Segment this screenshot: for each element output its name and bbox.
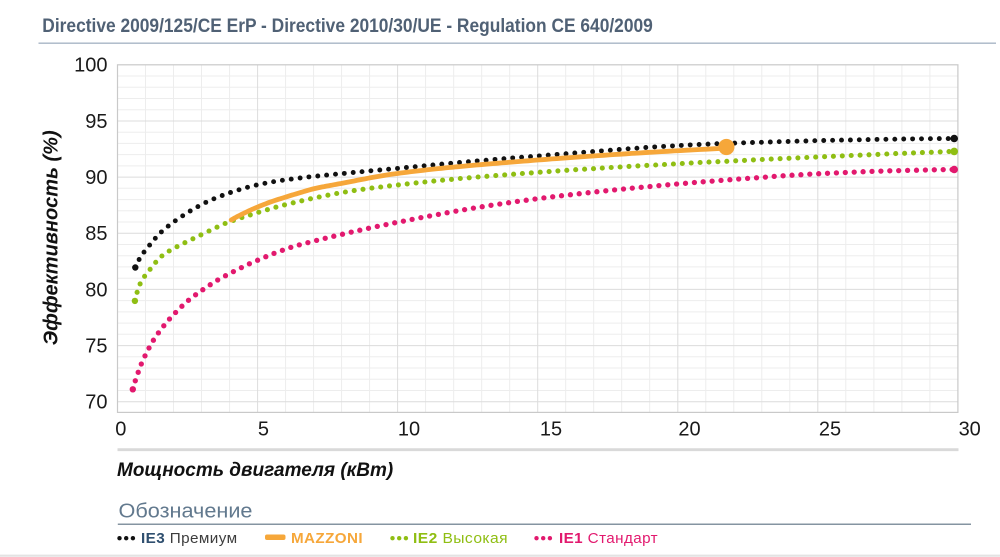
svg-text:MAZZONI: MAZZONI <box>291 530 363 547</box>
svg-text:80: 80 <box>85 279 107 301</box>
svg-text:95: 95 <box>85 111 107 133</box>
svg-text:Directive 2009/125/CE ErP - Di: Directive 2009/125/CE ErP - Directive 20… <box>42 15 653 37</box>
svg-text:20: 20 <box>678 418 700 440</box>
svg-text:IE2 Высокая: IE2 Высокая <box>413 530 508 547</box>
svg-text:25: 25 <box>819 418 841 440</box>
svg-text:75: 75 <box>85 335 107 357</box>
svg-text:30: 30 <box>959 418 981 440</box>
svg-text:100: 100 <box>74 55 107 77</box>
svg-text:10: 10 <box>398 418 420 440</box>
svg-text:85: 85 <box>85 223 107 245</box>
svg-text:15: 15 <box>540 418 562 440</box>
svg-text:5: 5 <box>258 418 269 440</box>
svg-text:IE3 Премиум: IE3 Премиум <box>141 530 238 547</box>
svg-text:Эффективность (%): Эффективность (%) <box>41 130 63 345</box>
svg-text:0: 0 <box>115 418 126 440</box>
svg-text:70: 70 <box>85 392 107 414</box>
svg-text:Мощность двигателя (кВт): Мощность двигателя (кВт) <box>117 460 393 481</box>
svg-text:90: 90 <box>85 167 107 189</box>
svg-text:Обозначение: Обозначение <box>119 500 253 523</box>
svg-text:IE1 Стандарт: IE1 Стандарт <box>559 530 658 547</box>
